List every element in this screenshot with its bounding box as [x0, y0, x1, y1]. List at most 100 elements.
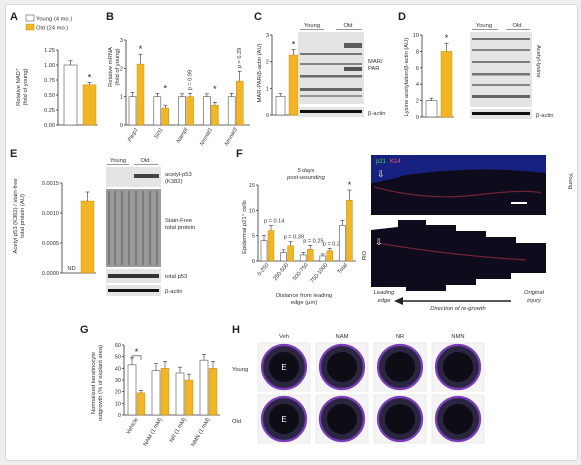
panel-d-blot-bands: [472, 38, 530, 98]
young-arrow-marker: ⇩: [377, 169, 385, 179]
panel-c-plot: 0 1 2 3 *: [266, 33, 299, 119]
plotG-significance-bracket: [131, 355, 142, 360]
arrow-left-label-2: edge: [378, 298, 392, 304]
explant-core: [269, 404, 299, 434]
panel-f: F 5 days post-wounding Epidermal p21⁺ ce…: [236, 148, 573, 312]
panel-a: A Young (4 mo.) Old (24 mo.) Relative NA…: [10, 11, 98, 129]
row-label-old: Old: [360, 251, 366, 260]
panel-e: E Acetyl p53 (K382) / stain-free total p…: [10, 148, 195, 296]
panel-d-actin-band: [472, 112, 530, 115]
panel-d-blot: Acetyl-lysine β-actin: [470, 32, 554, 119]
panel-d-plot: 0 2 4 6 8 10 *: [413, 33, 454, 121]
panel-f-xlabel-2: edge (μm): [291, 300, 318, 306]
plotB-bar-3-0: [203, 96, 211, 126]
plotB-bar-1-1: [161, 107, 170, 126]
plotG-y-tick-label: 30: [115, 378, 121, 384]
plotD-y-tick-label: 6: [416, 66, 419, 72]
plotC-bar-1: [288, 54, 299, 116]
panel-e-ylabel-1: Acetyl p53 (K382) / stain-free: [13, 178, 19, 253]
plotF-p-value: p = 0.25: [323, 241, 343, 247]
row-label-young: Young: [567, 173, 573, 189]
plotF-y-tick-label: 5: [252, 234, 255, 240]
plotB-y-tick-label: 3: [120, 38, 123, 44]
panel-h-letter: H: [232, 324, 240, 336]
panel-d: D Lysine acetylation/β-actin (AU) 0 2 4 6 8 1…: [398, 11, 554, 121]
plotE-y-tick-label: 0.0000: [42, 271, 59, 277]
panel-c-side-label-1: MAR/: [368, 59, 383, 65]
plotF-p-value: p = 0.14: [264, 219, 284, 225]
arrow-mid-label: Direction of re-growth: [430, 306, 485, 312]
plotF-x-tick-label: 0-250: [257, 262, 271, 277]
plotB-bar-0-0: [128, 96, 137, 126]
panel-b-plot: 0 1 2 3 * Parp1 * Sirt1 p = 0.99 Nampt * Nmnat1 p = …: [120, 38, 250, 147]
plotD-y-tick-label: 8: [416, 49, 419, 55]
explant-core: [385, 404, 415, 434]
panel-h-column-label: NR: [396, 334, 404, 340]
panel-d-header-old: Old: [512, 23, 521, 29]
legend-swatch-old: [25, 23, 35, 31]
panel-e-actin-band: [108, 289, 159, 292]
panel-b-ylabel-2: (fold of young): [115, 48, 121, 85]
plotD-y-tick-label: 0: [416, 115, 419, 121]
plotB-p-value: p = 0.29: [237, 48, 243, 68]
panel-e-label-actin: β-actin: [165, 289, 183, 295]
panel-h-column-label: NMN: [451, 334, 464, 340]
panel-f-micrograph-young: p21 K14 ⇩ Young: [371, 155, 573, 215]
legend-swatch-young: [25, 14, 35, 22]
panel-c-header-young: Young: [304, 23, 320, 29]
plotF-x-tick-label: Total: [337, 262, 349, 275]
panel-e-label-stain-2: total protein: [165, 225, 195, 231]
plotG-bar-0-0: [127, 364, 137, 416]
plotF-y-tick-label: 0: [252, 259, 255, 265]
plotG-y-tick-label: 60: [115, 343, 121, 349]
plotG-x-tick-label: Vehicle: [126, 417, 140, 436]
panel-b: B Relative mRNA (fold of young) 0 1 2 3 * Par…: [106, 11, 250, 147]
panel-a-ylabel-1: Relative NAD⁺: [15, 68, 22, 106]
plotF-p-value: p = 0.25: [303, 238, 323, 244]
panel-c-actin-band: [300, 110, 362, 113]
plotG-bar-2-0: [175, 372, 185, 416]
plotB-bar-1-0: [153, 96, 162, 126]
plotB-bar-4-1: [235, 80, 244, 126]
panel-g-ylabel-2: outgrowth (% of explant area): [98, 345, 104, 421]
plotB-p-value: p = 0.99: [188, 70, 194, 90]
panel-d-ylabel: Lysine acetylation/β-actin (AU): [404, 38, 410, 117]
plotC-bar-0: [275, 96, 286, 116]
plotC-y-tick-label: 1: [266, 86, 269, 92]
panel-e-ylabel-2: total protein (AU): [20, 194, 26, 238]
plotF-bar-1-1: [287, 245, 294, 262]
plotG-y-tick-label: 10: [115, 401, 121, 407]
plotF-y-tick-label: 10: [249, 208, 255, 214]
panel-f-letter: F: [236, 148, 243, 160]
plotB-significance-star: *: [164, 83, 168, 93]
plotE-y-tick-label: 0.0005: [42, 241, 59, 247]
plotF-bar-0-1: [267, 230, 275, 262]
explant-core: [327, 404, 357, 434]
plotG-significance-star: *: [135, 347, 139, 357]
plotB-bar-2-1: [186, 96, 194, 126]
plotD-y-tick-label: 10: [413, 33, 419, 39]
plotG-x-tick-label: NMN (1 mM): [191, 417, 212, 448]
stain-label-k14: K14: [390, 159, 401, 165]
plotG-bar-3-1: [208, 368, 218, 416]
panel-e-header-young: Young: [110, 158, 126, 164]
panel-d-header-young: Young: [476, 23, 492, 29]
panel-e-label-acetyl-1: acetyl-p53: [165, 172, 192, 178]
plotF-bar-1-0: [280, 252, 287, 262]
explant-core: [443, 404, 473, 434]
plotG-x-tick-label: NAM (1 mM): [143, 417, 164, 448]
panel-b-letter: B: [106, 11, 114, 23]
plotA-y-tick-label: 0.00: [44, 123, 55, 129]
plotF-bar-3-0: [319, 255, 327, 262]
panel-b-ylabel-1: Relative mRNA: [108, 47, 114, 87]
plotD-bar-0: [425, 100, 438, 118]
panel-c-ylabel: MAR-PAR/β-actin (AU): [257, 43, 263, 102]
plotG-x-tick-label: NR (1 mM): [169, 417, 188, 444]
plotD-bar-1: [440, 51, 453, 118]
plotG-bar-0-1: [136, 392, 146, 416]
plotF-bar-0-0: [260, 240, 268, 262]
plotA-significance-star: *: [88, 72, 92, 82]
panel-a-plot: 0.00 0.25 0.50 0.75 1.00 1.25 *: [44, 48, 98, 129]
plotF-bar-2-0: [299, 254, 307, 262]
panel-f-subtitle-2: post-wounding: [286, 175, 325, 181]
